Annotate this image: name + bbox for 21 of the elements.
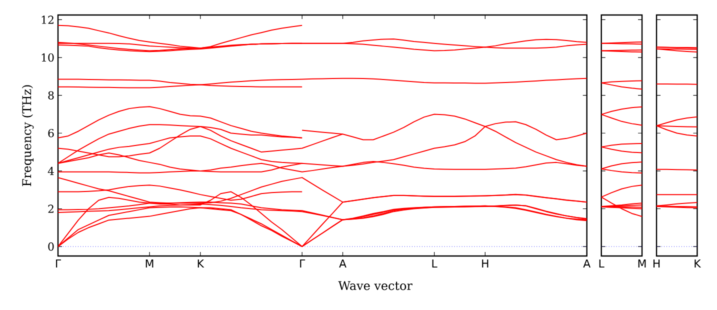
x-tick-label: Γ [300, 260, 306, 268]
x-axis-title: Wave vector [338, 281, 412, 290]
x-tick-label: L [432, 260, 438, 268]
x-tick-label: A [339, 260, 346, 268]
x-tick-label: M [146, 260, 154, 268]
y-axis-title: Frequency (THz) [22, 85, 34, 186]
y-tick-label: 6 [48, 129, 54, 138]
y-tick-label: 8 [48, 91, 54, 100]
y-tick-label: 12 [42, 16, 54, 24]
x-tick-label: L [599, 260, 604, 268]
y-tick-label: 2 [48, 204, 54, 213]
x-tick-label: H [482, 260, 488, 268]
x-tick-label: K [198, 260, 204, 268]
y-tick-label: 4 [48, 166, 54, 176]
x-tick-label: Γ [56, 260, 61, 268]
x-tick-label: A [583, 260, 591, 268]
y-tick-label: 0 [48, 242, 54, 251]
x-tick-label: H [653, 260, 660, 268]
y-tick-label: 10 [42, 53, 54, 62]
x-tick-label: K [694, 260, 702, 268]
x-tick-label: M [638, 260, 646, 268]
